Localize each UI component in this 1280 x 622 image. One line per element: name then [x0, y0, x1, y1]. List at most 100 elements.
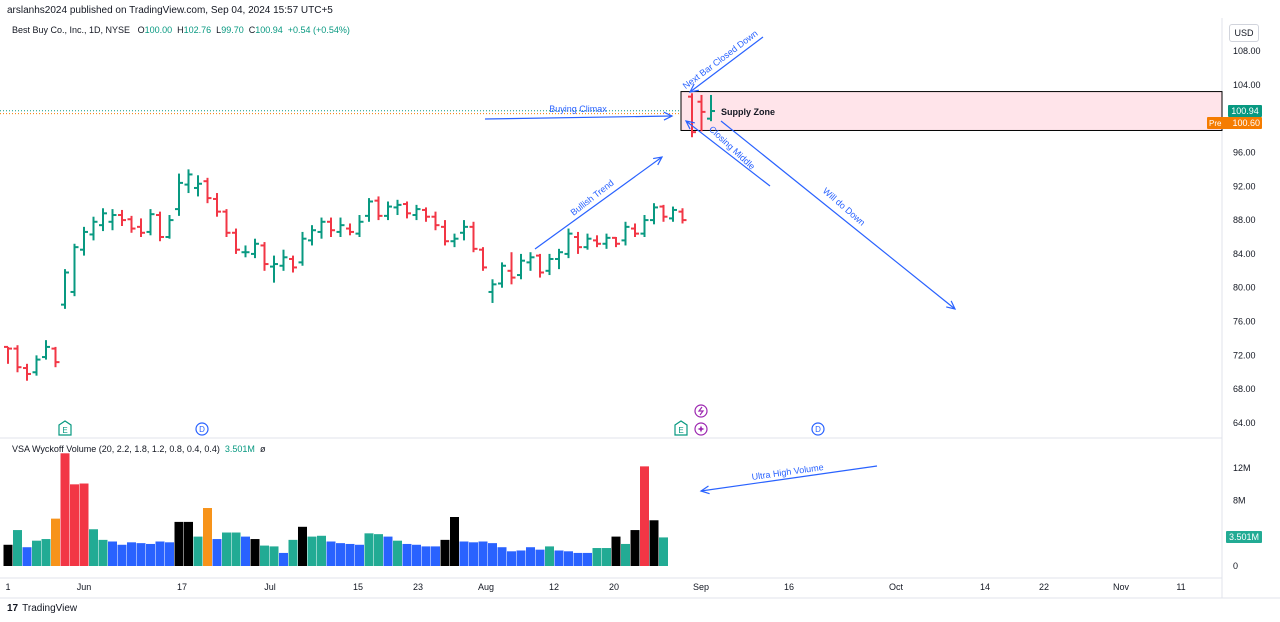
ohlc-bar: [640, 215, 649, 237]
ohlc-bar: [498, 262, 506, 288]
ohlc-bar: [631, 223, 639, 237]
volume-indicator-extra: ø: [259, 444, 266, 454]
time-tick-label: Jun: [77, 582, 92, 592]
last-price-badge-bg: [1228, 105, 1262, 117]
ohlc-bar: [13, 345, 22, 373]
grid: [0, 18, 1280, 599]
ohlc-bar: [279, 249, 288, 271]
earnings-event-icon: E: [674, 420, 688, 436]
time-tick-label: Sep: [693, 582, 709, 592]
last-price-badge-text: 100.94: [1231, 106, 1259, 116]
time-tick-label: 14: [980, 582, 990, 592]
pre-price-badge: Pre 100.60: [1207, 117, 1262, 129]
volume-bar: [469, 542, 478, 566]
buying-climax-arrow: [484, 111, 674, 121]
volume-bar: [526, 547, 535, 566]
published-info: arslanhs2024 published on TradingView.co…: [7, 5, 333, 16]
ohlc-bar: [61, 269, 69, 309]
pre-price-badge-bg: [1207, 117, 1262, 129]
ohlc-bar: [659, 204, 668, 222]
volume-indicator-name[interactable]: VSA Wyckoff Volume (20, 2.2, 1.8, 1.2, 0…: [12, 444, 220, 454]
price-tick-label: 72.00: [1233, 350, 1256, 360]
ohlc-bar: [422, 207, 430, 222]
symbol-legend: Best Buy Co., Inc., 1D, NYSE O100.00 H10…: [12, 25, 350, 35]
ohlc-bar: [70, 243, 79, 297]
volume-bar: [60, 453, 70, 566]
ohlc-bar: [251, 238, 259, 259]
volume-bar: [127, 542, 136, 566]
will-down-arrow-head: [946, 300, 957, 310]
volume-bar: [222, 532, 231, 566]
bullish-trend-arrow-head: [653, 156, 664, 166]
dividend-letter: D: [815, 425, 821, 434]
lightning-shape: [697, 406, 705, 416]
volume-bar: [459, 541, 469, 566]
ohlc-bar: [545, 253, 554, 276]
earnings-shape: [674, 420, 688, 436]
volume-bar: [98, 539, 108, 566]
time-tick-label: Nov: [1113, 582, 1130, 592]
volume-bar: [630, 530, 640, 566]
high-label: H: [177, 25, 184, 35]
bullish-trend-arrow: [534, 156, 664, 250]
ohlc-bar: [23, 363, 31, 381]
ohlc-bar: [450, 233, 459, 248]
close-value: 100.94: [255, 25, 283, 35]
ultra-volume-arrow-line: [700, 465, 878, 492]
volume-badge-bg: [1226, 531, 1262, 543]
volume-bar: [250, 539, 260, 566]
closing-middle-arrow: [684, 120, 771, 187]
volume-bar: [516, 550, 526, 566]
time-tick-label: 17: [177, 582, 187, 592]
low-value: 99.70: [221, 25, 244, 35]
low-label: L: [216, 25, 222, 35]
supply-zone: Supply Zone: [680, 91, 1223, 131]
closing-middle-arrow-line: [685, 120, 771, 187]
ohlc-bar: [327, 217, 335, 237]
time-tick-label: 20: [609, 582, 619, 592]
currency-button[interactable]: USD: [1229, 24, 1259, 42]
volume-bar: [3, 544, 13, 566]
volume-bar: [602, 548, 611, 566]
volume-bar: [212, 539, 222, 566]
ohlc-bar: [127, 215, 136, 233]
ohlc-bar: [479, 247, 487, 271]
volume-bar: [155, 541, 165, 566]
dividend-shape: [195, 422, 209, 436]
ohlc-bar: [184, 169, 193, 194]
close-label: C: [248, 25, 256, 35]
volume-bar: [659, 537, 668, 566]
dividend-event-icon: D: [195, 422, 209, 436]
next-bar-arrow-head: [688, 83, 699, 93]
time-tick-label: 16: [784, 582, 794, 592]
volume-bar: [573, 552, 583, 566]
tradingview-footer[interactable]: 17 TradingView: [7, 603, 77, 614]
time-tick-label: Aug: [478, 582, 494, 592]
supply-zone-label: Supply Zone: [721, 107, 775, 117]
tradingview-logo-icon: 17: [7, 603, 19, 614]
volume-bar: [421, 546, 431, 566]
volume-bar: [288, 539, 298, 566]
next-bar-label: Next Bar Closed Down: [681, 28, 760, 91]
pre-price-text: 100.60: [1232, 118, 1260, 128]
volume-bar: [364, 533, 374, 566]
ohlc-bar: [99, 208, 107, 232]
volume-bar: [317, 535, 326, 566]
ohlc-bar: [384, 201, 392, 221]
ohlc-bar: [289, 255, 297, 273]
price-bars: [4, 93, 715, 381]
volume-bar: [13, 530, 22, 566]
volume-bar: [32, 540, 41, 566]
price-tick-label: 104.00: [1233, 80, 1261, 90]
volume-bar: [583, 552, 592, 566]
volume-bar: [41, 539, 51, 566]
bullish-trend-arrow-line: [534, 156, 663, 250]
ohlc-bar: [555, 248, 563, 270]
ohlc-bar: [270, 255, 278, 283]
split-event-icon: [694, 404, 708, 418]
volume-bar: [507, 551, 516, 566]
symbol-name[interactable]: Best Buy Co., Inc., 1D, NYSE: [12, 25, 131, 35]
volume-bar: [260, 545, 269, 566]
